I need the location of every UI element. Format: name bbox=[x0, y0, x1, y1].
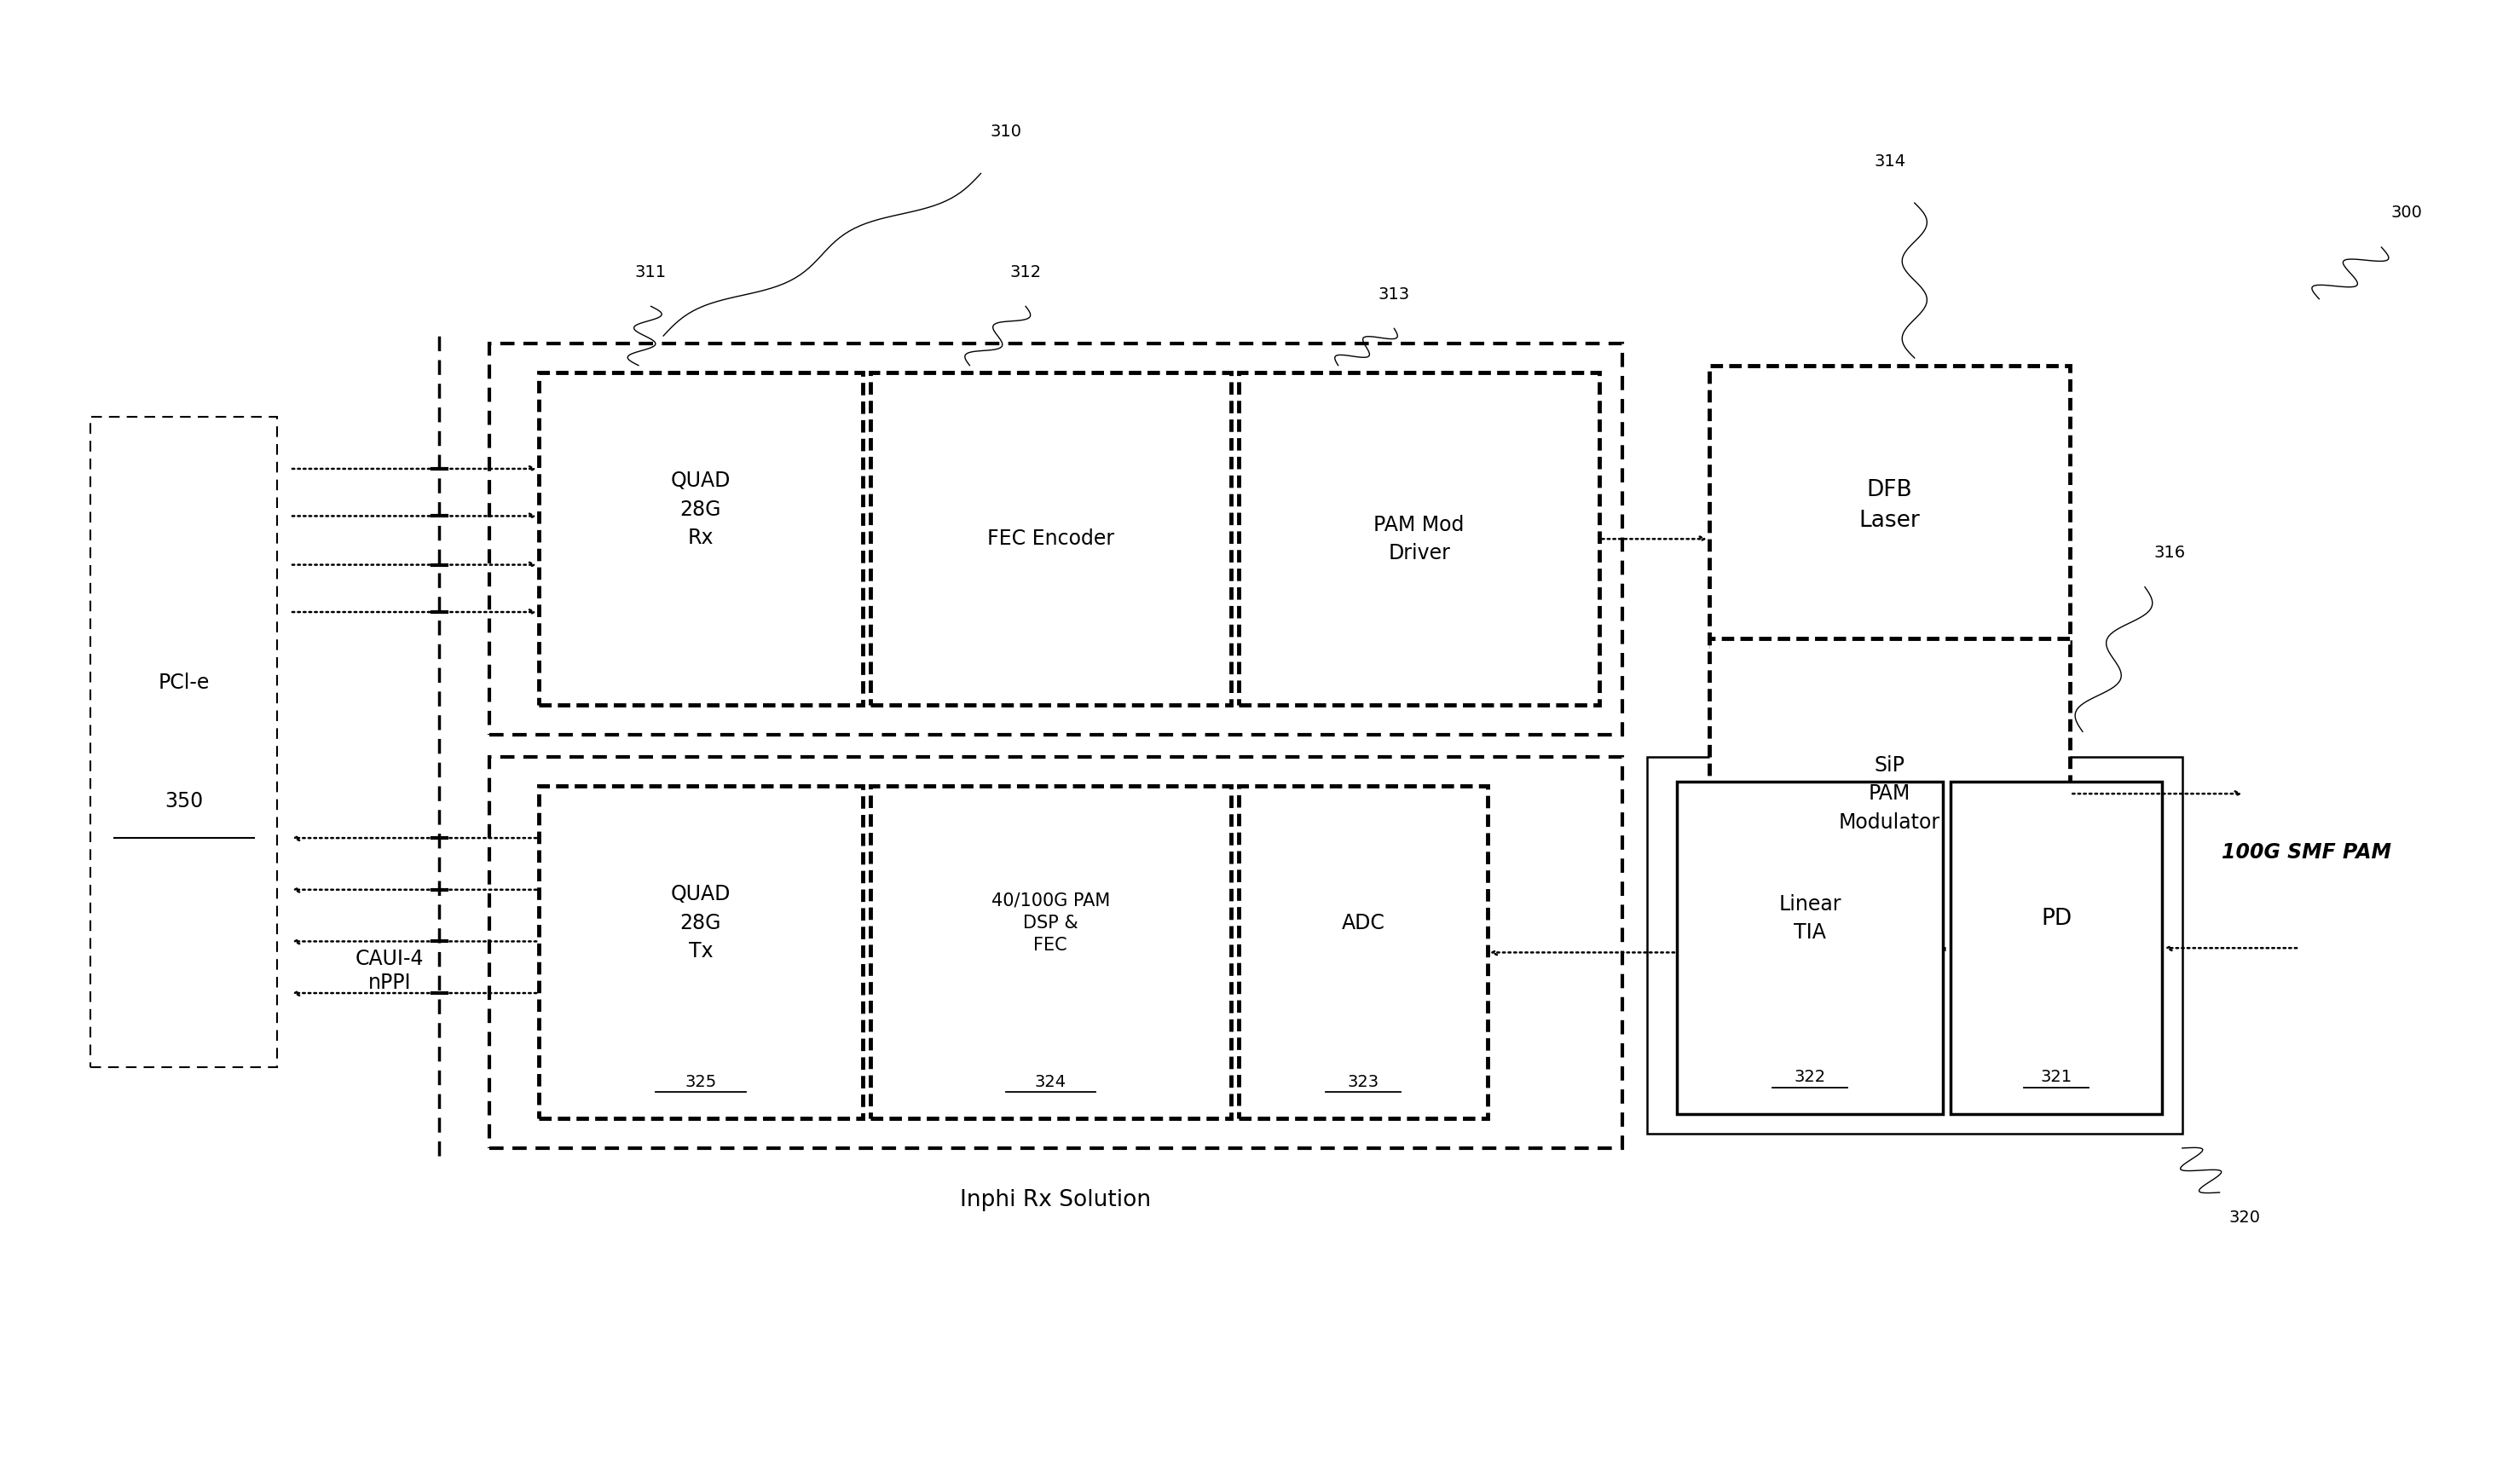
Text: PAM Mod
Driver: PAM Mod Driver bbox=[1373, 515, 1463, 564]
Text: 320: 320 bbox=[2230, 1209, 2260, 1226]
Text: ADC: ADC bbox=[1341, 913, 1386, 933]
Text: 313: 313 bbox=[1378, 286, 1411, 303]
Bar bbox=[1648, 757, 2182, 1134]
Text: Inphi Rx Solution: Inphi Rx Solution bbox=[959, 1189, 1151, 1211]
Text: 324: 324 bbox=[1034, 1073, 1066, 1089]
Text: 321: 321 bbox=[2040, 1068, 2073, 1085]
Text: 323: 323 bbox=[1348, 1073, 1378, 1089]
Bar bbox=[539, 787, 861, 1119]
Text: CAUI-4
nPPI: CAUI-4 nPPI bbox=[355, 948, 424, 993]
Text: QUAD
28G
Tx: QUAD 28G Tx bbox=[672, 884, 732, 962]
Text: 40/100G PAM
DSP &
FEC: 40/100G PAM DSP & FEC bbox=[991, 892, 1109, 954]
Text: Linear
TIA: Linear TIA bbox=[1778, 893, 1840, 942]
Bar bbox=[869, 372, 1231, 705]
Bar bbox=[489, 757, 1623, 1149]
Text: 322: 322 bbox=[1795, 1068, 1825, 1085]
Text: 325: 325 bbox=[684, 1073, 717, 1089]
Text: 100G SMF PAM: 100G SMF PAM bbox=[2222, 843, 2392, 864]
Bar bbox=[90, 417, 277, 1067]
Bar bbox=[1708, 365, 2070, 646]
Text: 300: 300 bbox=[2390, 205, 2422, 221]
Text: PCl-e: PCl-e bbox=[157, 672, 210, 693]
Text: 314: 314 bbox=[1873, 153, 1905, 169]
Text: PD: PD bbox=[2040, 907, 2073, 929]
Text: 310: 310 bbox=[989, 123, 1021, 139]
Bar bbox=[1678, 782, 1943, 1114]
Bar bbox=[1950, 782, 2162, 1114]
Text: FEC Encoder: FEC Encoder bbox=[986, 528, 1114, 549]
Text: DFB
Laser: DFB Laser bbox=[1860, 479, 1920, 533]
Text: 316: 316 bbox=[2155, 545, 2185, 561]
Bar bbox=[539, 372, 861, 705]
Bar bbox=[1239, 372, 1601, 705]
Bar bbox=[869, 787, 1231, 1119]
Text: 350: 350 bbox=[165, 791, 202, 812]
Bar bbox=[1239, 787, 1488, 1119]
Text: 312: 312 bbox=[1009, 264, 1041, 280]
Bar bbox=[489, 343, 1623, 735]
Text: SiP
PAM
Modulator: SiP PAM Modulator bbox=[1838, 755, 1940, 833]
Bar bbox=[1708, 638, 2070, 948]
Text: 311: 311 bbox=[634, 264, 667, 280]
Text: QUAD
28G
Rx: QUAD 28G Rx bbox=[672, 470, 732, 548]
